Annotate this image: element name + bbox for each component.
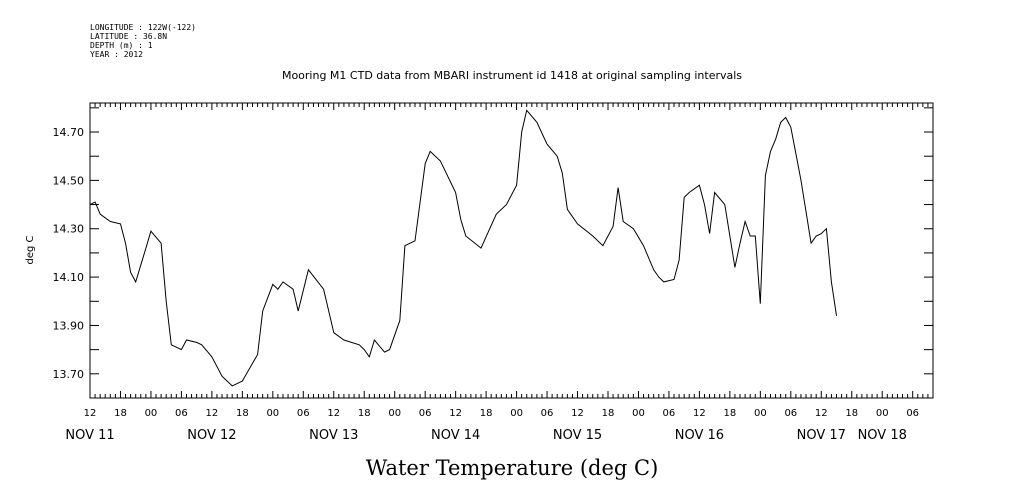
x-day-label: NOV 17 [797, 428, 846, 443]
x-hour-label: 18 [724, 408, 737, 419]
x-hour-label: 12 [815, 408, 828, 419]
x-hour-label: 18 [114, 408, 127, 419]
y-axis: 13.70 13.90 14.10 14.30 14.50 14.70 [53, 107, 933, 399]
x-day-label: NOV 16 [675, 428, 724, 443]
x-day-label: NOV 15 [553, 428, 602, 443]
x-hour-label: 06 [419, 408, 432, 419]
water-temperature-line [89, 109, 837, 387]
chart-title: Mooring M1 CTD data from MBARI instrumen… [282, 69, 742, 82]
header-depth: DEPTH (m) : 1 [90, 41, 153, 50]
x-hour-label: 00 [388, 408, 401, 419]
x-day-label: NOV 11 [65, 428, 114, 443]
header-year: YEAR : 2012 [90, 50, 143, 59]
x-hour-label: 12 [206, 408, 219, 419]
x-hour-label: 00 [510, 408, 523, 419]
y-axis-label: deg C [25, 235, 36, 264]
metadata-header: LONGITUDE : 122W(-122) LATITUDE : 36.8N … [90, 23, 196, 59]
x-hour-label: 18 [480, 408, 493, 419]
x-hour-label: 00 [266, 408, 279, 419]
y-tick-label: 14.10 [53, 271, 85, 284]
x-hour-label: 18 [845, 408, 858, 419]
x-hour-label: 00 [876, 408, 889, 419]
x-hour-label: 18 [358, 408, 371, 419]
x-hour-label: 06 [175, 408, 188, 419]
x-day-label: NOV 12 [187, 428, 236, 443]
x-hour-label: 00 [145, 408, 158, 419]
x-hour-label: 18 [236, 408, 249, 419]
x-day-label: NOV 18 [858, 428, 907, 443]
x-hour-label: 18 [602, 408, 615, 419]
x-hour-label: 00 [632, 408, 645, 419]
header-longitude: LONGITUDE : 122W(-122) [90, 23, 196, 32]
y-tick-label: 13.70 [53, 368, 85, 381]
x-day-label: NOV 13 [309, 428, 358, 443]
header-latitude: LATITUDE : 36.8N [90, 32, 167, 41]
x-hour-label: 12 [693, 408, 706, 419]
x-hour-label: 06 [906, 408, 919, 419]
y-tick-label: 14.50 [53, 174, 85, 187]
x-hour-label: 06 [297, 408, 310, 419]
y-tick-label: 14.30 [53, 223, 85, 236]
x-hour-label: 06 [784, 408, 797, 419]
plot-frame [89, 102, 934, 399]
y-tick-label: 14.70 [53, 126, 85, 139]
x-hour-label: 06 [541, 408, 554, 419]
x-axis: 12 18 00 06 12 18 00 06 12 18 00 06 12 18 00 06 12 18 00 06… [65, 103, 934, 443]
x-hour-label: 12 [327, 408, 340, 419]
x-hour-label: 12 [84, 408, 97, 419]
x-hour-label: 12 [571, 408, 584, 419]
x-hour-label: 00 [754, 408, 767, 419]
x-day-label: NOV 14 [431, 428, 480, 443]
x-hour-label: 12 [449, 408, 462, 419]
x-hour-label: 06 [663, 408, 676, 419]
x-axis-label: Water Temperature (deg C) [366, 456, 659, 480]
y-tick-label: 13.90 [53, 319, 85, 332]
